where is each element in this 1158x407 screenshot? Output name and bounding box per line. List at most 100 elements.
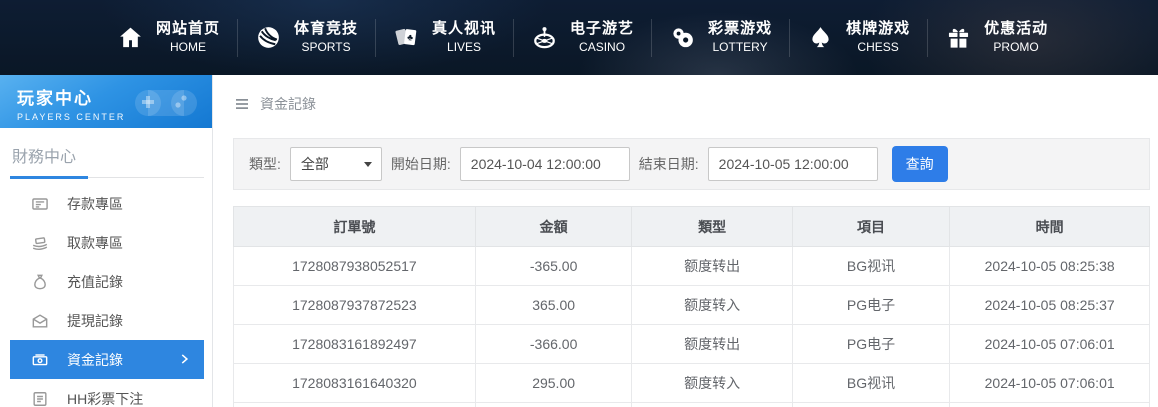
column-header-amount: 金額 <box>474 206 633 247</box>
spade-icon <box>807 24 834 51</box>
funds-record-table: 訂單號 金額 類型 項目 時間 1728087938052517 -365.00… <box>233 206 1150 407</box>
players-center-title: 玩家中心 <box>17 89 93 108</box>
sidebar-item-withdraw[interactable]: 取款專區 <box>0 223 212 262</box>
breadcrumb: 資金記錄 <box>233 91 1150 117</box>
nav-item-casino[interactable]: 电子游艺 CASINO <box>514 15 651 61</box>
nav-label-en: HOME <box>170 40 206 54</box>
column-header-order-no: 訂單號 <box>233 206 476 247</box>
start-date-input[interactable] <box>459 147 630 181</box>
nav-label-en: SPORTS <box>301 40 351 54</box>
page-title: 資金記錄 <box>260 96 316 112</box>
nav-label-zh: 真人视讯 <box>432 20 497 37</box>
funds-record-icon <box>30 350 50 370</box>
cell-type: 额度转出 <box>631 324 793 364</box>
top-navigation: 网站首页 HOME 体育竞技 SPORTS ♣ 真人视讯 LIVES <box>0 0 1158 75</box>
nav-label-zh: 体育竞技 <box>294 20 359 37</box>
deposit-icon <box>30 194 50 214</box>
sidebar-item-label: 充值記錄 <box>67 273 123 290</box>
cell-type: 额度转出 <box>631 246 793 286</box>
chevron-right-icon <box>181 354 189 364</box>
cell-time: 2024-10-05 07:06:01 <box>949 363 1150 403</box>
hamburger-menu-icon[interactable] <box>233 95 251 113</box>
nav-label-en: CASINO <box>579 40 626 54</box>
filter-panel: 類型: 全部 開始日期: 結束日期: 查詢 <box>233 138 1150 190</box>
cell-type: 额度转入 <box>631 285 793 325</box>
end-date-label: 結束日期: <box>638 156 699 172</box>
column-header-item: 項目 <box>791 206 951 247</box>
sidebar-item-label: 存款專區 <box>67 195 123 212</box>
cell-order-no: 1728087938052517 <box>233 246 476 286</box>
players-center-subtitle: PLAYERS CENTER <box>17 112 126 122</box>
nav-label-zh: 棋牌游戏 <box>846 20 911 37</box>
sidebar-item-label: HH彩票下注 <box>67 390 144 407</box>
type-select[interactable]: 全部 <box>289 147 382 181</box>
nav-label-zh: 电子游艺 <box>570 20 635 37</box>
sidebar: 玩家中心 PLAYERS CENTER 財務中心 存款專區 <box>0 75 213 407</box>
nav-label-en: CHESS <box>857 40 899 54</box>
recharge-record-icon <box>30 272 50 292</box>
finance-center-section-title: 財務中心 <box>10 128 204 179</box>
end-date-input[interactable] <box>707 147 878 181</box>
lottery-bet-icon <box>30 389 50 407</box>
nav-divider <box>789 18 791 57</box>
nav-divider <box>651 18 653 57</box>
table-row: 1728083161640320 295.00 额度转入 BG视讯 2024-1… <box>233 363 1150 403</box>
nav-divider <box>513 18 515 57</box>
cell-amount: -366.00 <box>474 324 633 364</box>
start-date-label: 開始日期: <box>390 156 451 172</box>
sidebar-item-label: 取款專區 <box>67 234 123 251</box>
nav-item-chess[interactable]: 棋牌游戏 CHESS <box>790 15 927 61</box>
table-row: 1728083161892497 -366.00 额度转出 PG电子 2024-… <box>233 324 1150 364</box>
cell-item: PG电子 <box>791 324 951 364</box>
cell-time: 2024-10-05 08:25:38 <box>949 246 1150 286</box>
nav-divider <box>927 18 929 57</box>
cell-amount: -365.00 <box>474 246 633 286</box>
roulette-icon <box>531 24 558 51</box>
nav-label-zh: 网站首页 <box>156 20 221 37</box>
column-header-time: 時間 <box>949 206 1150 247</box>
nav-item-lives[interactable]: ♣ 真人视讯 LIVES <box>376 15 513 61</box>
table-row-partial <box>233 402 1150 407</box>
nav-item-sports[interactable]: 体育竞技 SPORTS <box>238 15 375 61</box>
cell-item: PG电子 <box>791 285 951 325</box>
nav-item-lottery[interactable]: 彩票游戏 LOTTERY <box>652 15 789 61</box>
withdrawal-record-icon <box>30 311 50 331</box>
gamepad-icon <box>135 90 197 116</box>
cell-time: 2024-10-05 07:06:01 <box>949 324 1150 364</box>
home-icon <box>117 24 144 51</box>
nav-label-zh: 优惠活动 <box>984 20 1049 37</box>
sidebar-menu: 存款專區 取款專區 充值記錄 <box>0 184 212 407</box>
search-button[interactable]: 查詢 <box>891 146 948 182</box>
column-header-type: 類型 <box>631 206 793 247</box>
sidebar-item-withdrawal-record[interactable]: 提現記錄 <box>0 301 212 340</box>
nav-label-en: LOTTERY <box>712 40 768 54</box>
type-select-value: 全部 <box>300 156 329 172</box>
table-header-row: 訂單號 金額 類型 項目 時間 <box>233 206 1150 247</box>
svg-text:♣: ♣ <box>407 32 414 43</box>
lottery-balls-icon <box>669 24 696 51</box>
sidebar-item-hh-lottery-bets[interactable]: HH彩票下注 <box>0 379 212 407</box>
caret-down-icon <box>363 161 372 167</box>
cell-time: 2024-10-05 08:25:37 <box>949 285 1150 325</box>
nav-item-home[interactable]: 网站首页 HOME <box>100 15 237 61</box>
cell-order-no: 1728083161892497 <box>233 324 476 364</box>
nav-divider <box>237 18 239 57</box>
cell-item: BG视讯 <box>791 363 951 403</box>
sidebar-item-label: 資金記錄 <box>67 351 123 368</box>
sidebar-item-recharge-record[interactable]: 充值記錄 <box>0 262 212 301</box>
playing-cards-icon: ♣ <box>393 24 420 51</box>
nav-label-zh: 彩票游戏 <box>708 20 773 37</box>
sidebar-item-funds-record[interactable]: 資金記錄 <box>10 340 204 379</box>
sidebar-item-deposit[interactable]: 存款專區 <box>0 184 212 223</box>
cell-amount: 365.00 <box>474 285 633 325</box>
sports-ball-icon <box>255 24 282 51</box>
nav-item-promo[interactable]: 优惠活动 PROMO <box>928 15 1065 61</box>
sidebar-item-label: 提現記錄 <box>67 312 123 329</box>
cell-item: BG视讯 <box>791 246 951 286</box>
table-row: 1728087937872523 365.00 额度转入 PG电子 2024-1… <box>233 285 1150 325</box>
table-row: 1728087938052517 -365.00 额度转出 BG视讯 2024-… <box>233 246 1150 286</box>
cell-order-no: 1728083161640320 <box>233 363 476 403</box>
cell-type: 额度转入 <box>631 363 793 403</box>
withdraw-icon <box>30 233 50 253</box>
sidebar-header: 玩家中心 PLAYERS CENTER <box>0 75 212 128</box>
